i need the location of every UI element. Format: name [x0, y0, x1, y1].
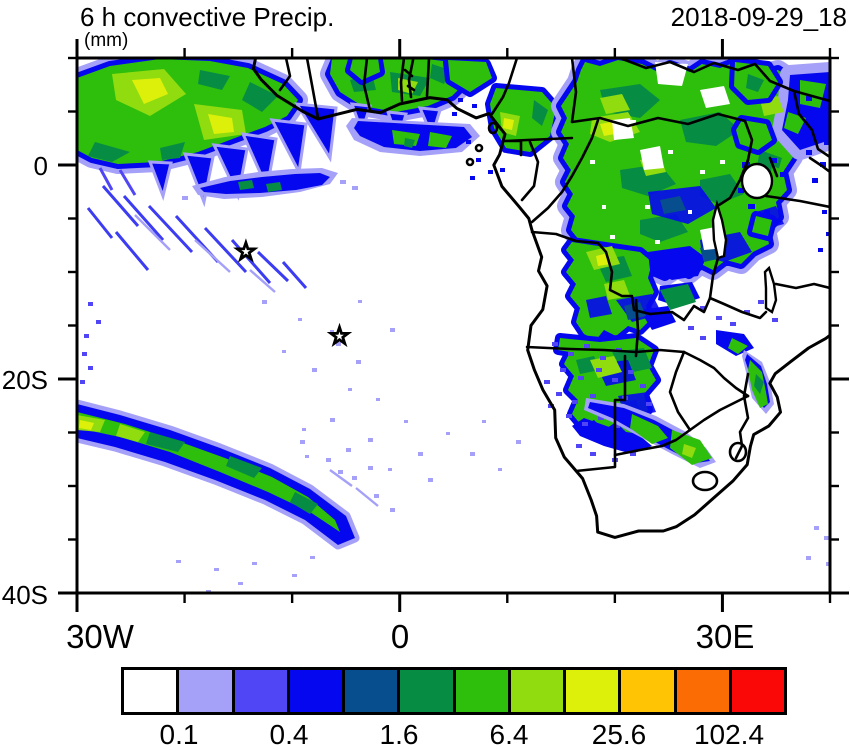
- colorbar-label: 0.1: [159, 719, 199, 750]
- colorbar-labels: 0.1 0.4 1.6 6.4 25.6 102.4: [121, 721, 787, 750]
- colorbar-cell: [510, 670, 566, 712]
- colorbar-cell: [731, 670, 784, 712]
- axis-ticks: [58, 39, 849, 612]
- lake-malawi: [763, 265, 778, 314]
- colorbar-cell: [676, 670, 732, 712]
- colorbar-cell: [179, 670, 235, 712]
- colorbar-label: 25.6: [591, 719, 647, 750]
- colorbar-label: 102.4: [693, 719, 765, 750]
- star-marker: [233, 238, 259, 263]
- precip-itcz-west-africa: [77, 58, 338, 208]
- colorbar: [121, 667, 787, 715]
- y-axis-label-40s: 40S: [1, 580, 48, 610]
- principe-island: [474, 143, 484, 153]
- map-content: [77, 58, 830, 593]
- colorbar-label: 6.4: [489, 719, 529, 750]
- lake-victoria: [740, 162, 774, 200]
- units-label: (mm): [84, 30, 129, 51]
- bioko-island: [487, 121, 499, 135]
- country-borders: [278, 58, 830, 492]
- colorbar-cell: [455, 670, 511, 712]
- colorbar-cell: [234, 670, 290, 712]
- precip-sw-atlantic-front: [77, 399, 395, 593]
- y-axis-label-0: 0: [33, 151, 48, 181]
- lake-tanganyika: [711, 199, 728, 260]
- colorbar-cell: [345, 670, 401, 712]
- colorbar-cell: [289, 670, 345, 712]
- colorbar-label: 1.6: [379, 719, 419, 750]
- x-axis-label-0: 0: [390, 618, 410, 655]
- colorbar-cell: [621, 670, 677, 712]
- colorbar-cell: [124, 670, 180, 712]
- plot-title: 6 h convective Precip.: [80, 2, 335, 32]
- star-marker: [326, 322, 353, 348]
- precip-ocean-streaks: [80, 185, 521, 507]
- sao-tome-island: [465, 157, 475, 167]
- precip-central-africa: [551, 58, 830, 454]
- colorbar-label: 0.4: [269, 719, 309, 750]
- lesotho-border: [691, 470, 719, 492]
- precip-equatorial-atlantic: [182, 168, 358, 200]
- valid-time-label: 2018-09-29_18: [670, 2, 847, 32]
- colorbar-cell: [400, 670, 456, 712]
- eswatini-border: [728, 441, 748, 463]
- coastline: [251, 58, 830, 539]
- x-axis-label-30e: 30E: [695, 618, 755, 655]
- y-axis-label-20s: 20S: [1, 365, 48, 395]
- precip-southern-africa: [544, 300, 830, 566]
- station-star-markers: [233, 238, 353, 348]
- colorbar-cell: [566, 670, 622, 712]
- x-axis-label-30w: 30W: [66, 618, 134, 655]
- lakes: [711, 162, 778, 314]
